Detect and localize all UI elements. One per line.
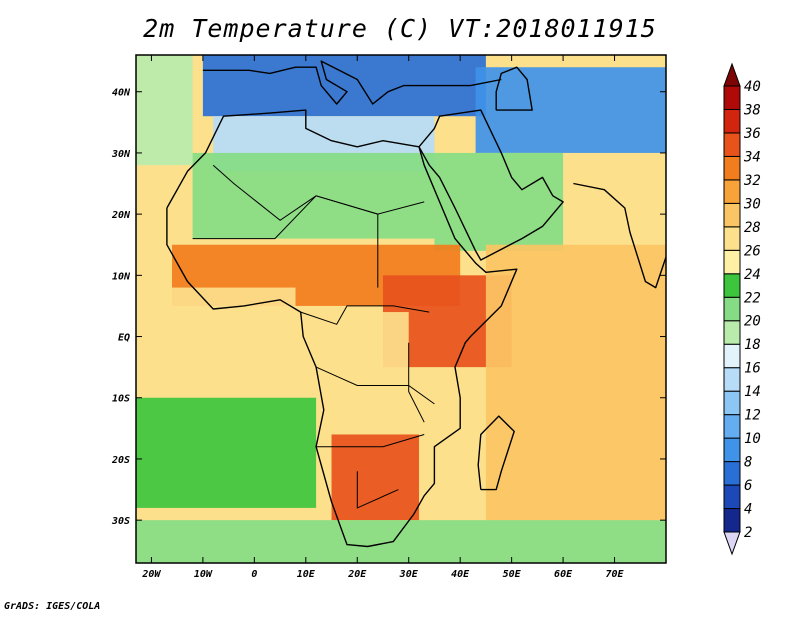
x-tick-label-5: 30E [399, 569, 419, 580]
coastline-1 [477, 415, 515, 491]
y-tick-label-0: 40N [112, 88, 131, 99]
colorbar-box-13 [723, 202, 741, 228]
y-tick-label-3: 10N [112, 271, 131, 282]
colorbar-label-5: 12 [744, 408, 761, 424]
colorbar-box-4 [723, 414, 741, 439]
colorbar-label-18: 38 [743, 102, 761, 118]
plot-frame [135, 54, 667, 564]
colorbar-label-14: 30 [743, 196, 761, 212]
border-1 [315, 195, 425, 215]
colorbar-label-9: 20 [744, 314, 761, 330]
colorbar-box-7 [723, 343, 741, 369]
colorbar-label-17: 36 [743, 126, 761, 142]
x-tick-label-7: 50E [503, 569, 522, 580]
coastlines [166, 60, 666, 548]
colorbar-box-15 [723, 155, 741, 181]
coastline-0 [166, 109, 518, 548]
y-tick-label-6: 20S [111, 455, 130, 466]
border-2 [300, 305, 430, 325]
colorbar-label-0: 2 [744, 525, 752, 541]
x-tick-label-3: 10E [297, 569, 316, 580]
colorbar-lower-arrow [723, 531, 741, 556]
region-10 [136, 287, 296, 386]
colorbar-label-10: 22 [744, 290, 761, 306]
colorbar-label-19: 40 [744, 79, 761, 95]
colorbar-label-13: 28 [744, 220, 761, 236]
border-7 [408, 342, 425, 423]
coastline-4 [202, 60, 502, 105]
axis-ticks: 20W 10W 0 10E 20E 30E 40E 50E 60E 70E 40N 30N 20N 10N… [111, 55, 666, 580]
colorbar-box-6 [723, 367, 741, 392]
border-6 [212, 164, 317, 221]
x-tick-label-1: 10W [194, 569, 213, 580]
y-tick-label-4: EQ [118, 333, 130, 344]
colorbar-label-6: 14 [744, 384, 761, 400]
x-tick-label-8: 60E [554, 569, 573, 580]
colorbar-box-12 [723, 226, 741, 251]
chart-title: 2m Temperature (C) VT:2018011915 [143, 14, 657, 43]
border-3 [315, 366, 435, 405]
footer-credit: GrADS: IGES/COLA [4, 601, 101, 612]
x-tick-label-4: 20E [347, 569, 367, 580]
region-2 [136, 55, 193, 166]
colorbar-label-2: 6 [744, 478, 752, 494]
x-tick-label-2: 0 [251, 569, 257, 580]
colorbar-label-7: 16 [744, 361, 761, 377]
colorbar-box-14 [723, 179, 741, 204]
region-11 [136, 397, 317, 508]
border-4 [316, 434, 425, 448]
colorbar-box-2 [723, 461, 741, 486]
region-12 [485, 244, 666, 521]
colorbar-box-3 [723, 437, 741, 463]
colorbar-label-8: 18 [744, 337, 761, 353]
x-tick-label-6: 40E [451, 569, 470, 580]
y-tick-label-1: 30N [111, 149, 131, 160]
colorbar-box-0 [723, 508, 741, 533]
colorbar-box-9 [723, 296, 741, 322]
y-tick-label-7: 30S [111, 516, 130, 527]
colorbar-label-16: 34 [743, 149, 761, 165]
coastline-5 [495, 66, 533, 111]
temperature-field [136, 55, 666, 563]
region-9 [331, 434, 420, 521]
region-13 [136, 520, 666, 563]
region-5 [434, 152, 564, 251]
coastline-3 [573, 182, 666, 289]
colorbar-box-10 [723, 273, 741, 298]
colorbar-label-11: 24 [744, 267, 761, 283]
colorbar-box-11 [723, 249, 741, 275]
border-5 [356, 471, 399, 509]
region-4 [192, 152, 435, 239]
colorbar-box-1 [723, 484, 741, 510]
colorbar-label-1: 4 [744, 502, 752, 518]
colorbar-box-5 [723, 390, 741, 416]
region-8 [316, 312, 409, 398]
x-tick-label-9: 70E [606, 569, 625, 580]
colorbar-label-3: 8 [744, 455, 752, 471]
colorbar-box-17 [723, 108, 741, 134]
colorbar-label-12: 26 [744, 243, 761, 259]
y-tick-label-5: 10S [112, 394, 130, 405]
colorbar-box-16 [723, 132, 741, 157]
y-tick-label-2: 20N [111, 210, 131, 221]
coastline-2 [418, 109, 564, 261]
colorbar-label-15: 32 [743, 173, 761, 189]
colorbar-label-4: 10 [744, 431, 761, 447]
x-tick-label-0: 20W [141, 569, 161, 580]
colorbar-box-18 [723, 85, 741, 110]
colorbar-upper-arrow [723, 62, 741, 87]
colorbar-box-8 [723, 320, 741, 345]
